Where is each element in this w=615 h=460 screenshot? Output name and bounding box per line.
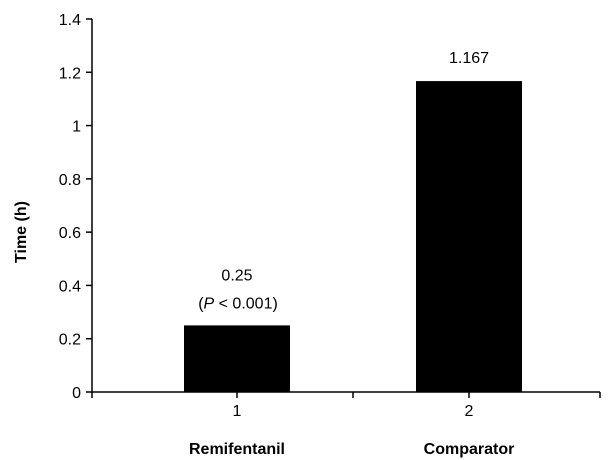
bar [184, 325, 290, 392]
x-tick-label: 2 [465, 403, 474, 420]
category-name: Comparator [424, 441, 515, 458]
p-value-part: ( [198, 295, 204, 312]
labels: 0.25 (P < 0.001) 1.167 [198, 50, 489, 312]
data-label: 0.25 [221, 267, 252, 284]
y-tick-label: 1.2 [59, 65, 81, 82]
y-tick-label: 1.4 [59, 12, 81, 29]
y-axis-title: Time (h) [13, 201, 30, 263]
y-tick-label: 0.8 [59, 172, 81, 189]
bar [416, 81, 522, 393]
x-tick-label: 1 [233, 403, 242, 420]
p-value-part: < 0.001) [214, 295, 278, 312]
y-tick-label: 1 [72, 119, 81, 136]
category-name: Remifentanil [189, 441, 285, 458]
data-label: 1.167 [449, 50, 489, 67]
y-tick-label: 0.6 [59, 225, 81, 242]
y-tick-label: 0 [72, 385, 81, 402]
y-tick-label: 0.2 [59, 332, 81, 349]
p-value-annotation: (P < 0.001) [198, 295, 278, 312]
y-tick-label: 0.4 [59, 278, 81, 295]
x-axis: 1 Remifentanil 2 Comparator [91, 391, 601, 458]
bars [184, 81, 522, 393]
y-axis: 0 0.2 0.4 0.6 0.8 1 1.2 1.4 [59, 12, 93, 402]
p-value-part: P [204, 295, 215, 312]
